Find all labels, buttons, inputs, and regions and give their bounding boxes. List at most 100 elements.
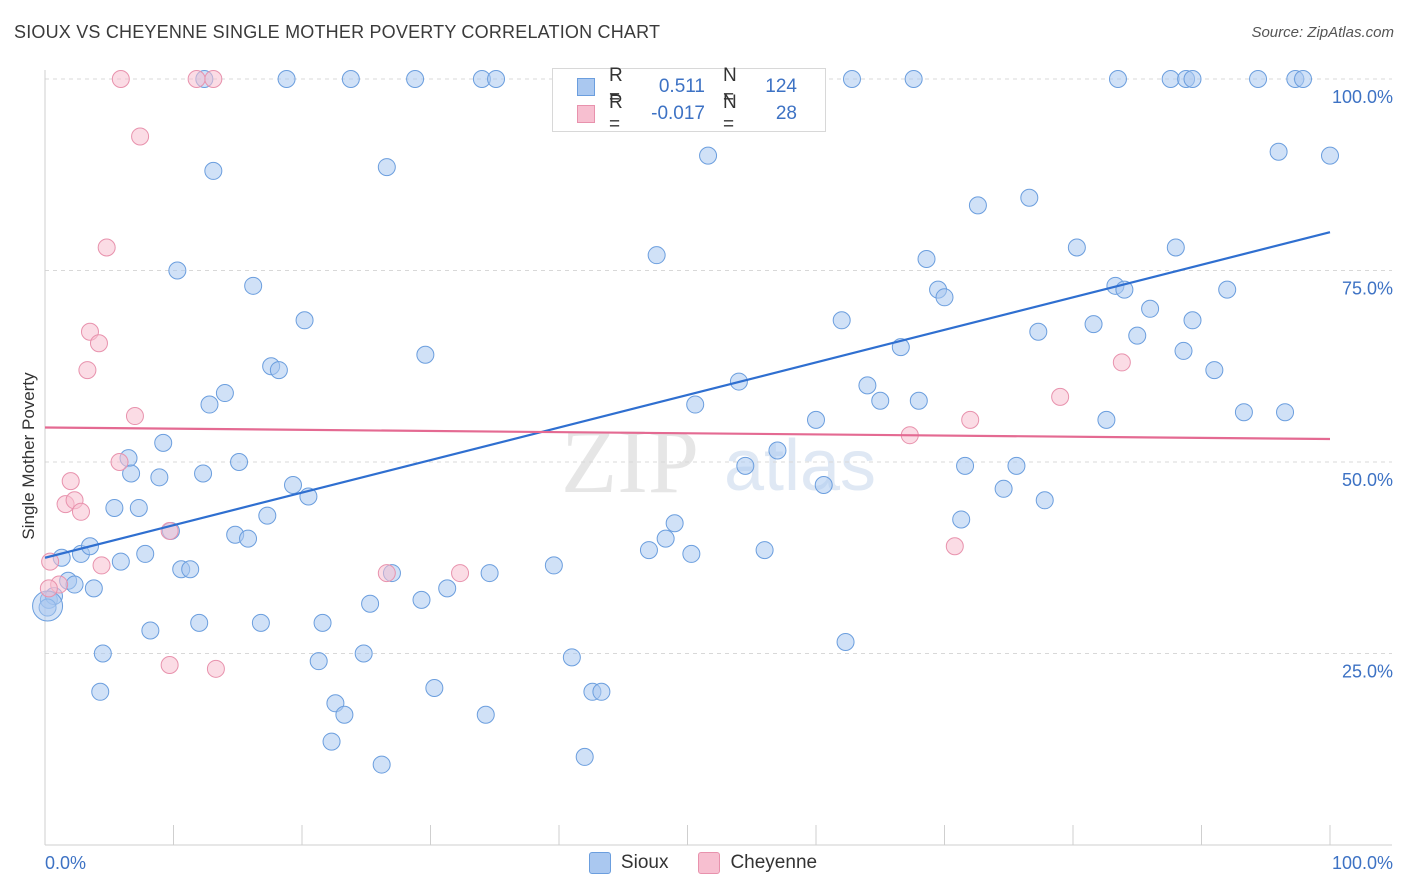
data-point <box>1112 353 1131 372</box>
watermark: ZIP atlas <box>561 410 876 512</box>
data-point <box>322 732 341 751</box>
data-point <box>160 655 179 674</box>
data-point <box>111 552 130 571</box>
data-point <box>269 361 288 380</box>
data-point <box>1183 70 1202 88</box>
data-point <box>92 556 111 575</box>
data-point <box>425 678 444 697</box>
data-point <box>1067 238 1086 257</box>
data-point <box>544 556 563 575</box>
trend-lines <box>44 231 1331 559</box>
data-point <box>309 652 328 671</box>
data-point <box>377 564 396 583</box>
data-point <box>71 502 90 521</box>
data-point <box>755 541 774 560</box>
data-point <box>194 464 213 483</box>
data-point <box>406 70 425 88</box>
data-point <box>190 613 209 632</box>
data-point <box>842 70 861 88</box>
chart-title: SIOUX VS CHEYENNE SINGLE MOTHER POVERTY … <box>14 22 661 42</box>
y-tick-label: 75.0% <box>1342 279 1393 299</box>
data-point <box>736 456 755 475</box>
y-axis-label: Single Mother Poverty <box>19 372 38 540</box>
data-point <box>105 498 124 517</box>
data-point <box>961 410 980 429</box>
data-point <box>295 311 314 330</box>
data-point <box>111 70 130 88</box>
data-point <box>768 441 787 460</box>
data-point <box>994 479 1013 498</box>
data-point <box>1205 361 1224 380</box>
data-point <box>836 633 855 652</box>
data-point <box>361 594 380 613</box>
data-point <box>1007 456 1026 475</box>
correlation-legend: R = 0.511 N = 124 R = -0.017 N = 28 <box>552 65 826 135</box>
n-label: N = <box>723 65 737 108</box>
data-point <box>699 146 718 165</box>
x-tick-label-min: 0.0% <box>45 853 86 873</box>
y-tick-label: 100.0% <box>1332 87 1393 107</box>
data-point <box>251 613 270 632</box>
data-point <box>592 682 611 701</box>
legend-row-cheyenne: R = -0.017 N = 28 <box>577 92 797 135</box>
cheyenne-swatch <box>698 852 721 874</box>
data-point <box>377 158 396 177</box>
data-point <box>682 544 701 563</box>
data-point <box>952 510 971 529</box>
data-point <box>284 475 303 494</box>
data-point <box>206 659 225 678</box>
data-point <box>1166 238 1185 257</box>
data-point <box>1174 341 1193 360</box>
data-point <box>84 579 103 598</box>
cheyenne-points <box>39 70 1131 678</box>
data-point <box>575 747 594 766</box>
data-point <box>1269 142 1288 161</box>
data-point <box>131 127 150 146</box>
data-point <box>656 529 675 548</box>
data-point <box>1249 70 1268 88</box>
n-value: 28 <box>775 103 797 124</box>
watermark-zip: ZIP <box>561 410 699 512</box>
data-point <box>935 288 954 307</box>
sioux-swatch <box>577 78 595 96</box>
source-label: Source: ZipAtlas.com <box>1251 24 1394 41</box>
data-point <box>122 464 141 483</box>
data-point <box>39 579 58 598</box>
data-point <box>917 250 936 269</box>
data-point <box>335 705 354 724</box>
data-point <box>1294 70 1313 88</box>
data-point <box>858 376 877 395</box>
data-point <box>168 261 187 280</box>
axes <box>44 70 1392 846</box>
data-point <box>204 161 223 180</box>
data-point <box>150 468 169 487</box>
data-point <box>1020 188 1039 207</box>
data-point <box>341 70 360 88</box>
data-point <box>1051 387 1070 406</box>
data-point <box>1234 403 1253 422</box>
data-point <box>110 453 129 471</box>
data-point <box>93 644 112 663</box>
r-label: R = <box>609 65 623 108</box>
data-point <box>451 564 470 583</box>
data-point <box>1128 326 1147 345</box>
data-point <box>204 70 223 88</box>
data-point <box>1161 70 1180 88</box>
data-point <box>956 456 975 475</box>
data-point <box>904 70 923 88</box>
n-value: 124 <box>765 76 797 97</box>
data-point <box>239 529 258 548</box>
legend-item-sioux[interactable]: Sioux <box>588 852 668 874</box>
data-point <box>65 575 84 594</box>
r-label: R = <box>609 92 623 135</box>
legend-item-cheyenne[interactable]: Cheyenne <box>698 852 817 874</box>
data-point <box>91 682 110 701</box>
data-point <box>1141 299 1160 318</box>
data-point <box>1183 311 1202 330</box>
data-point <box>1108 70 1127 88</box>
r-value: -0.017 <box>651 103 705 124</box>
cheyenne-trend-line <box>44 426 1331 441</box>
data-point <box>832 311 851 330</box>
data-point <box>909 391 928 410</box>
axis-labels: 25.0% 50.0% 75.0% 100.0% 0.0% 100.0% Single Mo… <box>19 87 1393 873</box>
